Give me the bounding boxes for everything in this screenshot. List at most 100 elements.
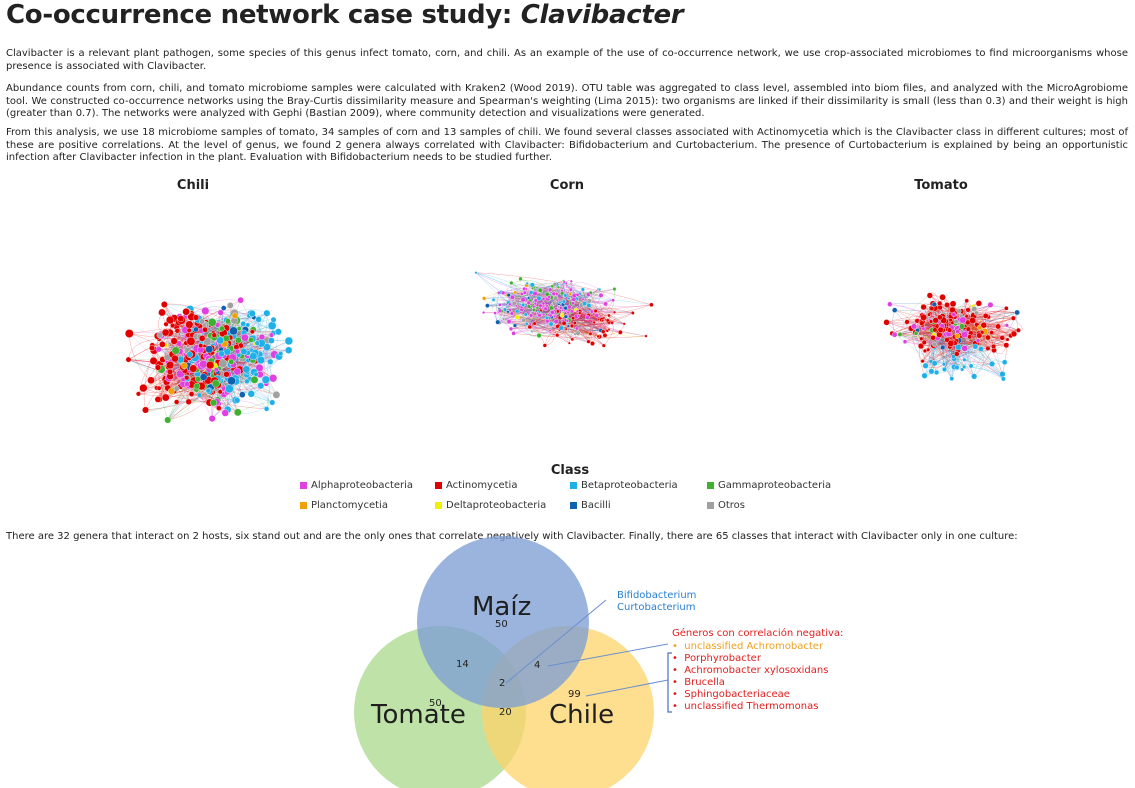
network-node (951, 354, 956, 359)
network-node (575, 309, 579, 313)
venn-count-tomate-only: 50 (429, 698, 442, 709)
network-node (163, 321, 169, 327)
network-node (602, 332, 608, 338)
network-node (558, 325, 564, 331)
network-node (931, 301, 938, 308)
network-node (159, 341, 166, 348)
network-node (173, 385, 180, 392)
network-node (506, 319, 512, 324)
network-node (255, 363, 264, 372)
legend-item-bacilli: Bacilli (570, 500, 611, 511)
network-node (188, 391, 195, 397)
network-node (550, 284, 555, 289)
network-edge (554, 314, 604, 332)
network-node (922, 348, 928, 354)
network-node (961, 345, 968, 352)
network-node (989, 360, 996, 367)
network-node (917, 342, 925, 350)
network-edge (499, 294, 552, 306)
network-node (920, 359, 925, 364)
network-node (198, 318, 206, 325)
network-node (937, 300, 943, 307)
network-node (929, 306, 935, 312)
network-edge (940, 307, 1018, 313)
network-node (523, 312, 528, 317)
network-node (240, 348, 248, 355)
network-node (245, 322, 251, 328)
network-node (537, 287, 543, 293)
network-node (919, 320, 925, 326)
network-node (527, 296, 531, 300)
network-edge (953, 333, 1015, 368)
network-node (588, 290, 593, 295)
network-node (528, 322, 532, 326)
network-node (558, 306, 563, 310)
network-edge (935, 320, 965, 367)
network-edge (579, 293, 614, 304)
network-node (630, 311, 635, 315)
network-node (193, 382, 201, 390)
network-node (922, 362, 929, 369)
network-node (533, 298, 538, 303)
network-edge (923, 328, 955, 368)
network-edge (523, 319, 573, 340)
network-node (975, 300, 983, 307)
network-node (253, 371, 259, 377)
network-node (180, 362, 188, 370)
network-edge (535, 303, 565, 314)
network-node (543, 306, 549, 312)
network-edge (550, 289, 613, 323)
network-node (235, 336, 242, 344)
network-edge (933, 344, 1007, 353)
network-node (512, 323, 518, 328)
network-node (519, 311, 523, 314)
network-node (565, 319, 570, 323)
network-edge (531, 322, 613, 333)
network-edge (899, 295, 930, 335)
network-node (968, 363, 974, 369)
network-edge (514, 298, 556, 326)
network-node (644, 334, 648, 338)
network-edge (128, 359, 238, 413)
network-edge (534, 282, 565, 324)
network-node (158, 308, 166, 317)
network-node (548, 329, 552, 333)
annot-negative-item: • Achromobacter xylosoxidans (672, 665, 829, 676)
network-edge (922, 315, 974, 362)
network-edge (226, 309, 267, 321)
network-node (520, 297, 526, 303)
network-node (125, 356, 132, 363)
venn-count-all: 2 (499, 678, 506, 689)
network-node (553, 314, 557, 318)
network-edge (535, 299, 588, 318)
network-node (124, 329, 134, 338)
network-node (501, 290, 506, 296)
network-node (941, 366, 947, 372)
network-edge (931, 308, 1019, 331)
network-node (545, 303, 549, 308)
network-node (1004, 306, 1009, 311)
network-edge (514, 325, 551, 336)
network-node (481, 296, 487, 301)
network-node (563, 306, 568, 311)
network-edge (930, 361, 1003, 375)
network-node (509, 280, 514, 286)
network-node (567, 341, 571, 345)
network-node (199, 373, 208, 381)
network-node (542, 343, 548, 348)
network-edge (558, 279, 570, 288)
network-node (545, 312, 549, 316)
network-edge (523, 319, 560, 330)
network-edge (594, 289, 615, 323)
network-node (949, 300, 957, 308)
network-edge (918, 338, 925, 376)
network-node (161, 328, 170, 337)
network-node (567, 304, 572, 310)
summary-text: There are 32 genera that interact on 2 h… (6, 531, 1018, 542)
network-edge (560, 317, 604, 319)
network-edge (531, 316, 555, 332)
network-node (649, 302, 654, 308)
network-node (563, 314, 568, 319)
network-node (990, 343, 997, 350)
network-edge (529, 326, 604, 346)
